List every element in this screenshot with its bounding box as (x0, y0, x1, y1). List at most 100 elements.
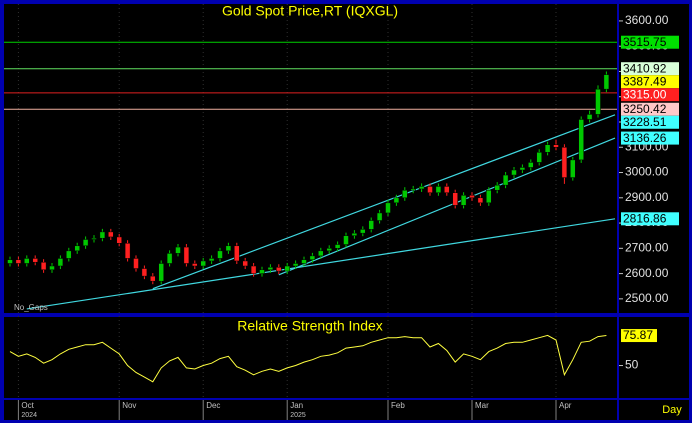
candle-body (7, 259, 13, 264)
x-year-label: 2025 (290, 412, 306, 419)
price-label-box (621, 35, 679, 49)
price-label-box (621, 131, 679, 145)
candle-body (175, 246, 181, 254)
price-label-box (621, 75, 679, 89)
candle-body (570, 159, 576, 178)
candle-body (318, 250, 324, 257)
candle-body (225, 245, 232, 252)
candle-body (427, 186, 433, 193)
rsi-label: 75.87 (623, 328, 653, 342)
rsi-title: Relative Strength Index (237, 318, 383, 334)
candle-body (561, 147, 568, 178)
price-label-box (621, 102, 679, 116)
price-label: 2816.86 (623, 211, 667, 225)
candle-body (486, 189, 492, 204)
price-label-box (621, 115, 679, 129)
candle-body (343, 235, 349, 245)
price-label: 3410.92 (623, 61, 667, 75)
x-tick-label: Dec (206, 401, 220, 410)
x-tick-label: Oct (21, 401, 34, 410)
chart-title: Gold Spot Price,RT (IQXGL) (222, 3, 398, 19)
candle-body (595, 88, 601, 115)
candle-body (435, 186, 442, 193)
price-label: 3136.26 (623, 131, 667, 145)
trend-line (152, 114, 616, 290)
corner-note: No_Gaps (14, 303, 48, 312)
price-label: 3250.42 (623, 102, 667, 116)
candle-body (208, 258, 215, 262)
y-tick-label: 2600.00 (625, 266, 669, 280)
candle-body (267, 267, 274, 271)
candle-body (536, 152, 542, 163)
period-pane (619, 400, 689, 420)
candle-body (192, 263, 198, 267)
candle-body (15, 259, 22, 264)
candle-body (452, 192, 458, 206)
candle-body (477, 197, 484, 204)
candle-body (284, 265, 290, 272)
price-pane (4, 4, 617, 313)
candle-body (410, 188, 416, 191)
y-tick-label: 2500.00 (625, 291, 669, 305)
candle-body (301, 259, 307, 264)
candle-body (418, 186, 425, 190)
candle-body (276, 267, 282, 272)
candle-body (309, 255, 316, 260)
candle-body (82, 239, 89, 247)
price-label: 3515.75 (623, 35, 667, 49)
candle-body (32, 258, 38, 263)
price-label: 3387.49 (623, 74, 667, 88)
candle-body (519, 167, 526, 171)
candle-body (108, 231, 114, 238)
candle-body (24, 258, 30, 264)
candle-body (242, 260, 248, 267)
candle-body (40, 261, 47, 271)
candle-body (133, 258, 139, 269)
candle-body (166, 253, 173, 264)
price-label-box (621, 62, 679, 76)
candle-body (326, 248, 332, 252)
rsi-tick-label: 50 (625, 358, 639, 372)
price-label-box (621, 88, 679, 102)
candle-body (444, 186, 450, 193)
candle-body (460, 195, 467, 206)
candle-body (49, 265, 55, 271)
candle-body (234, 245, 240, 262)
trend-line (26, 218, 616, 310)
candle-body (368, 220, 374, 230)
x-tick-label: Nov (122, 401, 136, 410)
plot-layer: Oct 2024 Nov Dec Jan 2025 Feb Mar Apr 2500.00 2600… (4, 4, 679, 420)
candle-body (217, 250, 223, 259)
candle-body (57, 258, 64, 267)
candle-body (158, 263, 164, 282)
candle-body (91, 237, 97, 240)
rsi-label-box (621, 329, 657, 343)
y-tick-label: 3000.00 (625, 165, 669, 179)
price-label: 3315.00 (623, 87, 667, 101)
candle-body (385, 202, 391, 214)
price-axis-pane (619, 4, 689, 313)
candle-body (183, 246, 190, 264)
candle-body (544, 144, 551, 153)
candle-body (259, 269, 265, 274)
candle-body (578, 119, 584, 161)
period-label: Day (662, 404, 682, 416)
candle-body (150, 275, 156, 282)
candle-body (494, 184, 500, 191)
candle-body (116, 236, 122, 244)
candle-body (376, 212, 383, 221)
rsi-pane (4, 317, 617, 398)
candle-body (292, 263, 299, 267)
candle-body (74, 245, 80, 252)
x-tick-label: Mar (475, 401, 489, 410)
y-tick-label: 2900.00 (625, 190, 669, 204)
time-axis-pane (4, 400, 617, 420)
price-label-box (621, 212, 679, 226)
x-tick-label: Apr (559, 401, 572, 410)
candle-body (124, 243, 131, 259)
candle-body (200, 260, 206, 267)
candle-body (603, 74, 610, 90)
candle-body (586, 114, 593, 120)
candle-body (511, 169, 517, 176)
